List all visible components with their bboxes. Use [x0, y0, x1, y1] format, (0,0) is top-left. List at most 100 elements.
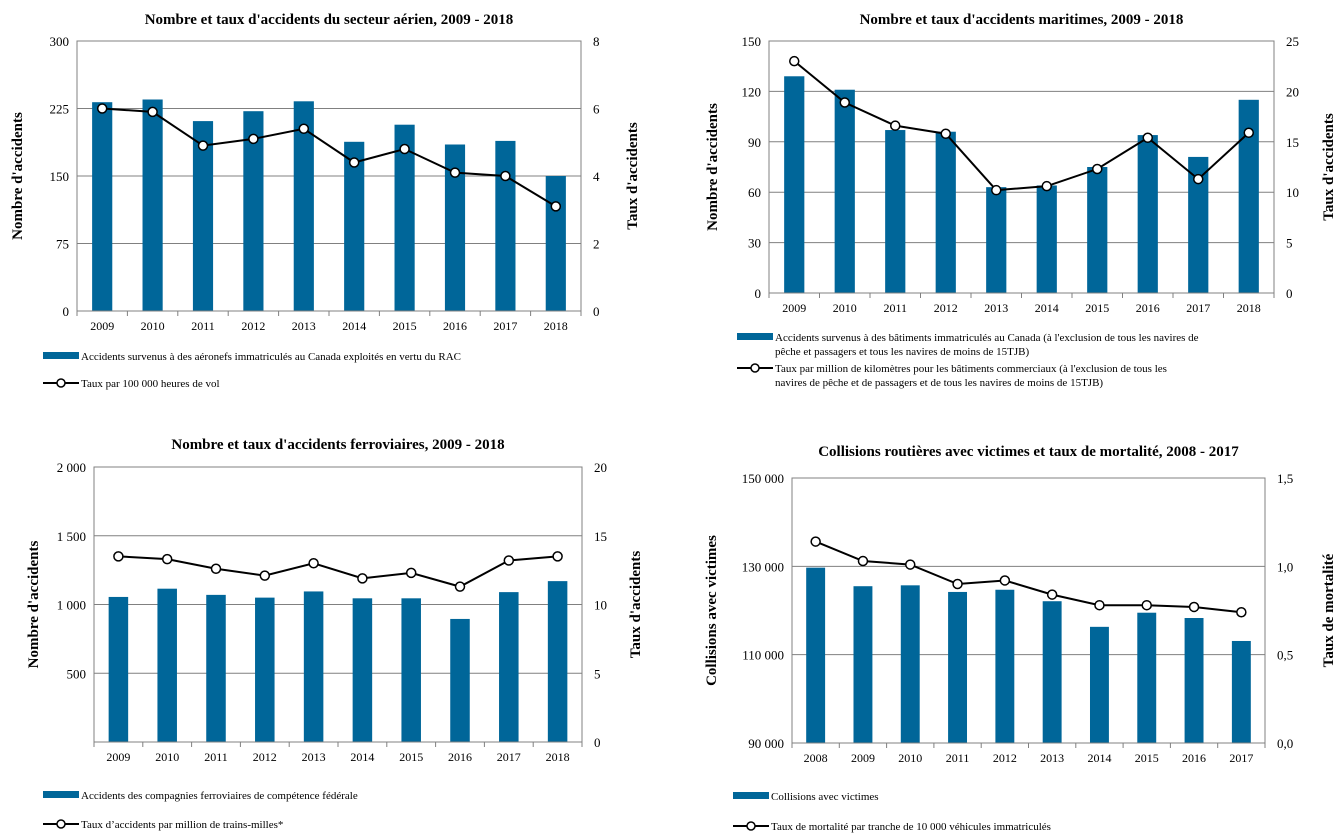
rate-point [309, 559, 318, 568]
y2-tick-label: 10 [1286, 185, 1299, 200]
y2-tick-label: 25 [1286, 34, 1299, 49]
rate-point [114, 552, 123, 561]
y2-tick-label: 10 [594, 598, 607, 613]
bar [157, 589, 177, 742]
y2-axis-title: Taux d'accidents [625, 122, 641, 230]
rate-line [816, 542, 1242, 613]
bar [304, 591, 324, 742]
bar [1037, 185, 1057, 293]
bar [548, 581, 568, 742]
y2-axis-title: Taux d'accidents [1321, 113, 1337, 221]
bar [92, 102, 112, 311]
legend-bar-label: Accidents des compagnies ferroviaires de… [81, 790, 358, 802]
x-tick-label: 2009 [782, 301, 806, 315]
bar [353, 598, 373, 742]
bar [1138, 135, 1158, 293]
rate-point [1244, 128, 1253, 137]
y2-tick-label: 0 [593, 304, 600, 319]
rate-line [118, 556, 557, 586]
x-tick-label: 2017 [1229, 751, 1253, 765]
rate-point [504, 556, 513, 565]
x-tick-label: 2012 [993, 751, 1017, 765]
y-tick-label: 150 [50, 169, 70, 184]
bar [948, 592, 967, 743]
rate-point [501, 172, 510, 181]
y2-axis-title: Taux d'accidents [628, 551, 644, 659]
rate-line [794, 61, 1249, 190]
bar [401, 598, 421, 742]
legend-line-label: Taux d’accidents par million de trains-m… [81, 819, 283, 831]
x-tick-label: 2010 [898, 751, 922, 765]
rate-point [941, 129, 950, 138]
y-axis-title: Collisions avec victimes [704, 535, 720, 686]
rate-point [906, 560, 915, 569]
y2-tick-label: 20 [594, 460, 607, 475]
x-tick-label: 2008 [804, 751, 828, 765]
x-tick-label: 2017 [1186, 301, 1210, 315]
bar [1137, 613, 1156, 743]
rate-point [407, 568, 416, 577]
y-tick-label: 120 [742, 84, 762, 99]
x-tick-label: 2014 [342, 319, 366, 333]
x-tick-label: 2011 [191, 319, 215, 333]
x-tick-label: 2013 [1040, 751, 1064, 765]
x-tick-label: 2015 [1135, 751, 1159, 765]
chart-4: Collisions routières avec victimes et ta… [704, 444, 1337, 833]
x-tick-label: 2018 [546, 750, 570, 764]
x-tick-label: 2012 [934, 301, 958, 315]
rate-point [260, 571, 269, 580]
legend-bar-swatch [43, 352, 79, 359]
rate-point [1142, 601, 1151, 610]
x-tick-label: 2010 [141, 319, 165, 333]
legend-bar-swatch [43, 791, 79, 798]
y-tick-label: 1 000 [57, 598, 86, 613]
legend-line-label: Taux par million de kilomètres pour les … [775, 363, 1167, 375]
y2-tick-label: 8 [593, 34, 600, 49]
y-axis-title: Nombre d'accidents [10, 112, 26, 240]
y-tick-label: 500 [67, 666, 87, 681]
bar [853, 586, 872, 743]
y-tick-label: 1 500 [57, 529, 86, 544]
x-tick-label: 2010 [833, 301, 857, 315]
x-tick-label: 2013 [302, 750, 326, 764]
rate-point [212, 564, 221, 573]
legend-marker-swatch [57, 820, 65, 828]
rate-point [891, 121, 900, 130]
y2-tick-label: 0,5 [1277, 648, 1293, 663]
x-tick-label: 2014 [1035, 301, 1059, 315]
rate-point [811, 537, 820, 546]
rate-point [992, 186, 1001, 195]
x-tick-label: 2016 [1136, 301, 1160, 315]
y2-tick-label: 15 [1286, 135, 1299, 150]
x-tick-label: 2011 [946, 751, 970, 765]
y-tick-label: 300 [50, 34, 70, 49]
x-tick-label: 2009 [106, 750, 130, 764]
y-tick-label: 110 000 [742, 648, 784, 663]
y-tick-label: 150 000 [742, 471, 784, 486]
y-tick-label: 60 [748, 185, 761, 200]
bar [143, 100, 163, 312]
bar [450, 619, 470, 742]
bar [495, 141, 515, 311]
y2-tick-label: 6 [593, 102, 600, 117]
bar [835, 90, 855, 293]
rate-point [350, 158, 359, 167]
rate-point [451, 168, 460, 177]
bar [255, 598, 275, 742]
x-tick-label: 2011 [204, 750, 228, 764]
bar [499, 592, 519, 742]
x-tick-label: 2016 [448, 750, 472, 764]
legend-bar-label: Accidents survenus à des bâtiments immat… [775, 332, 1199, 344]
bar [109, 597, 129, 742]
x-tick-label: 2014 [350, 750, 374, 764]
bar [784, 76, 804, 293]
y-tick-label: 0 [755, 286, 762, 301]
legend-bar-label: pêche et passagers et tous les navires d… [775, 346, 1029, 358]
bar [1232, 641, 1251, 743]
y-tick-label: 150 [742, 34, 762, 49]
chart-title: Nombre et taux d'accidents ferroviaires,… [171, 437, 504, 453]
bar [1043, 601, 1062, 743]
y-tick-label: 75 [56, 237, 69, 252]
chart-3: Nombre et taux d'accidents ferroviaires,… [26, 437, 644, 831]
rate-point [551, 202, 560, 211]
